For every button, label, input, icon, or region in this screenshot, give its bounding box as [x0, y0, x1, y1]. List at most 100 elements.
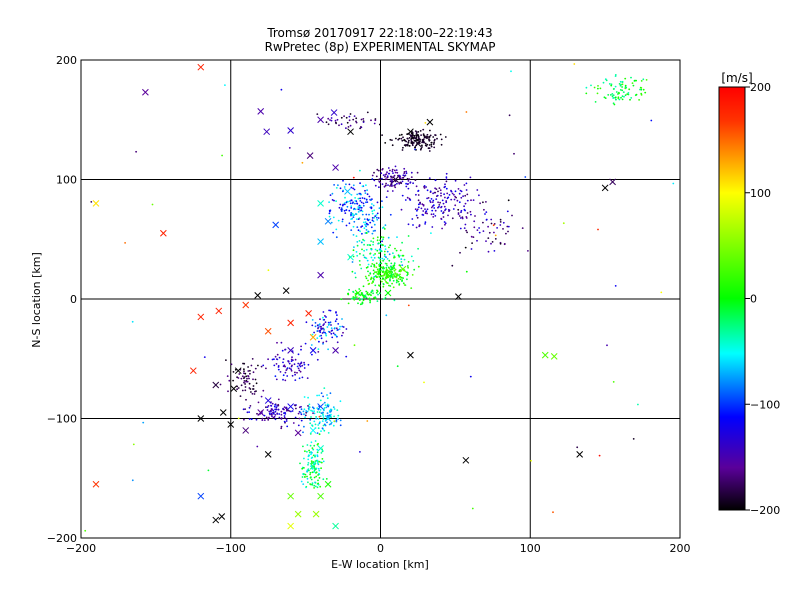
dot-point	[282, 374, 285, 377]
dot-point	[309, 473, 311, 476]
dot-point	[248, 382, 251, 385]
dot-point	[269, 413, 271, 416]
dot-point	[472, 199, 475, 202]
dot-point	[392, 286, 395, 289]
dot-point	[598, 454, 601, 457]
dot-point	[482, 201, 484, 204]
x-marker-point	[287, 522, 295, 530]
x-marker-point	[160, 229, 167, 237]
dot-point	[379, 250, 382, 253]
dot-point	[285, 418, 288, 421]
dot-point	[440, 194, 442, 197]
dot-point	[444, 183, 446, 186]
dot-point	[490, 222, 493, 225]
dot-point	[624, 84, 627, 87]
dot-point	[319, 399, 322, 402]
dot-point	[383, 258, 386, 261]
dot-point	[390, 267, 393, 269]
dot-point	[352, 216, 355, 219]
dot-point	[381, 280, 383, 283]
dot-point	[382, 266, 385, 268]
dot-point	[299, 370, 302, 373]
dot-point	[283, 416, 286, 419]
dot-point	[322, 316, 324, 319]
x-marker-point	[197, 492, 205, 500]
dot-point	[376, 236, 379, 239]
dot-point	[280, 88, 283, 91]
dot-point	[361, 185, 364, 188]
dot-point	[433, 207, 436, 209]
dot-point	[530, 459, 532, 462]
dot-point	[379, 181, 382, 184]
dot-point	[465, 216, 468, 218]
dot-point	[339, 325, 341, 328]
dot-point	[303, 425, 305, 428]
dot-point	[356, 202, 358, 205]
x-marker-point	[317, 492, 324, 500]
dot-point	[353, 214, 355, 217]
dot-point	[365, 229, 368, 231]
dot-point	[388, 253, 391, 256]
colorbar-tick-label: 200	[750, 81, 771, 94]
dot-point	[441, 199, 444, 202]
x-marker-point	[306, 152, 314, 159]
dot-point	[305, 411, 308, 414]
dot-point	[352, 291, 355, 293]
dot-point	[421, 146, 423, 148]
dot-point	[502, 221, 505, 224]
x-marker-point	[414, 140, 422, 148]
dot-point	[425, 186, 427, 188]
dot-point	[288, 147, 291, 149]
dot-point	[400, 258, 403, 260]
dot-point	[389, 180, 392, 183]
dot-point	[470, 213, 472, 216]
dot-point	[272, 409, 275, 412]
dot-point	[314, 440, 317, 442]
dot-point	[460, 209, 463, 212]
dot-point	[426, 197, 428, 200]
x-marker-point	[287, 403, 295, 410]
dot-point	[397, 277, 400, 280]
dot-point	[388, 172, 391, 175]
dot-point	[447, 214, 449, 217]
dot-point	[434, 209, 437, 212]
dot-point	[305, 486, 307, 489]
dot-point	[434, 191, 437, 194]
dot-point	[403, 171, 406, 173]
dot-point	[391, 271, 393, 274]
dot-point	[383, 253, 386, 256]
dot-point	[267, 358, 269, 361]
dot-point	[344, 212, 347, 215]
dot-point	[317, 427, 320, 430]
dot-point	[309, 483, 311, 485]
dot-point	[505, 232, 507, 235]
dot-point	[407, 187, 410, 190]
dot-point	[373, 257, 376, 259]
dot-point	[306, 377, 309, 379]
dot-point	[243, 362, 246, 365]
dot-point	[380, 269, 382, 272]
dot-point	[439, 133, 442, 136]
dot-point	[341, 220, 344, 223]
dot-point	[306, 477, 309, 480]
x-marker-point	[344, 188, 351, 195]
dot-point	[463, 227, 466, 230]
dot-point	[381, 206, 384, 209]
dot-point	[465, 270, 468, 273]
dot-point	[316, 411, 319, 413]
x-marker-point	[227, 421, 235, 428]
dot-point	[245, 380, 247, 383]
dot-point	[394, 183, 397, 186]
dot-point	[386, 190, 389, 193]
dot-point	[626, 93, 629, 95]
dot-point	[243, 380, 246, 382]
dot-point	[640, 87, 643, 89]
dot-point	[621, 95, 624, 98]
dot-point	[381, 257, 384, 260]
dot-point	[363, 249, 365, 252]
dot-point	[391, 185, 393, 188]
dot-point	[311, 451, 313, 454]
dot-point	[339, 187, 342, 190]
dot-point	[632, 438, 635, 440]
dot-point	[239, 395, 242, 397]
